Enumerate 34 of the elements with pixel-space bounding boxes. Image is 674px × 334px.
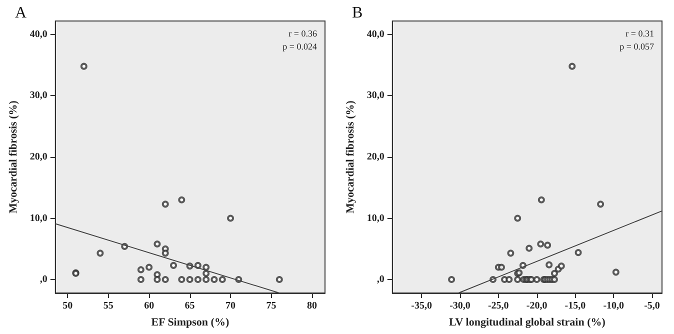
y-tick-label: ,0 [376, 274, 384, 286]
y-tick-label: 10,0 [366, 212, 384, 224]
x-tick-label: -35,0 [411, 300, 432, 312]
x-tick-label: -25,0 [488, 300, 509, 312]
y-tick-label: 20,0 [366, 152, 384, 162]
x-axis-title: EF Simpson (%) [151, 316, 230, 328]
x-tick-label: 75 [266, 300, 276, 312]
x-tick-label: -30,0 [450, 300, 470, 312]
y-tick-label: 30,0 [366, 90, 384, 102]
x-tick-label: 50 [62, 300, 73, 312]
y-tick-label: 40,0 [30, 28, 48, 40]
x-axis-title: LV longitudinal global strain (%) [448, 316, 606, 328]
annotation: r = 0.36 [288, 28, 318, 38]
x-tick-label: -20,0 [526, 300, 548, 312]
y-axis-title: Myocardial fibrosis (%) [8, 100, 20, 214]
y-axis-title: Myocardial fibrosis (%) [344, 100, 356, 214]
chart-title: A [15, 4, 27, 22]
x-tick-label: 70 [226, 300, 236, 312]
chart-title: B [352, 4, 363, 22]
y-tick-label: 10,0 [30, 212, 48, 224]
annotation: r = 0.31 [626, 28, 654, 38]
x-tick-label: 80 [306, 300, 317, 312]
x-tick-label: -10,0 [603, 300, 624, 312]
annotation: p = 0.057 [620, 42, 654, 52]
annotation: p = 0.024 [282, 42, 318, 52]
x-tick-label: -15,0 [564, 300, 586, 312]
x-tick-label: 55 [103, 300, 114, 312]
y-tick-label: 40,0 [366, 28, 384, 40]
y-tick-label: 30,0 [30, 90, 48, 102]
x-tick-label: -5,0 [644, 300, 660, 312]
y-tick-label: 20,0 [30, 152, 48, 162]
y-tick-label: ,0 [40, 274, 48, 286]
x-tick-label: 60 [144, 300, 154, 312]
x-tick-label: 65 [184, 300, 195, 312]
